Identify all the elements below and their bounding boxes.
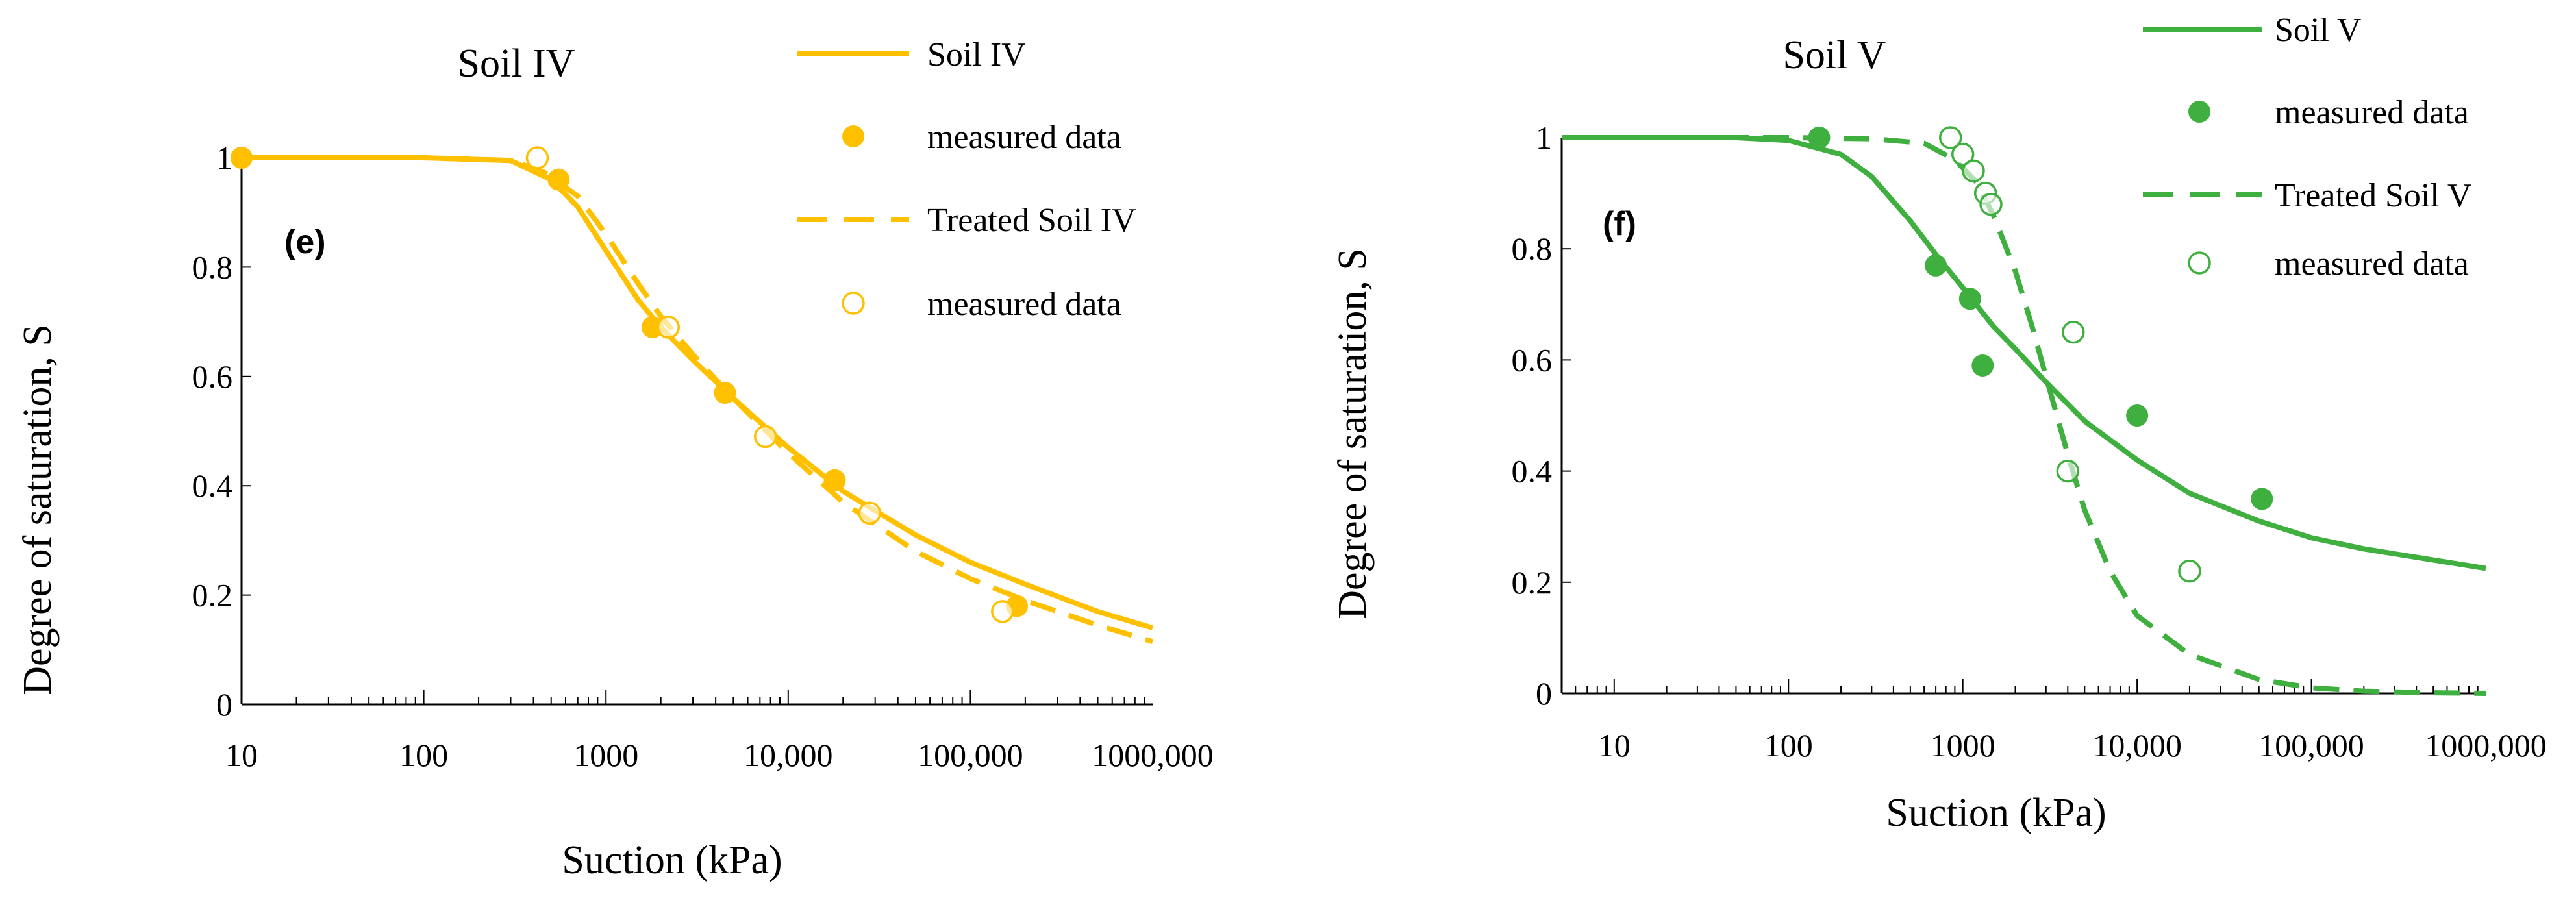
measured-point <box>823 469 846 491</box>
fit-curve <box>242 155 1154 630</box>
y-tick-label: 1 <box>216 140 232 176</box>
measured-point <box>714 382 736 404</box>
plot-marks <box>231 146 1154 645</box>
measured-point <box>1958 288 1981 310</box>
treated-fit-curve <box>1562 135 2486 696</box>
legend-open-marker <box>842 292 865 315</box>
panel-f: Soil V (f) Suction (kPa) Degree of satur… <box>1331 12 2547 835</box>
treated-measured-point <box>753 425 777 449</box>
x-tick-label: 1000 <box>1931 727 1995 764</box>
panel-label: (f) <box>1603 205 1636 243</box>
legend-label: Treated Soil IV <box>927 202 1136 239</box>
y-tick-label: 0.4 <box>1512 453 1553 490</box>
x-tick-label: 1000,000 <box>1092 737 1214 773</box>
treated-measured-point <box>2061 320 2085 344</box>
chart-title: Soil V <box>1782 33 1886 77</box>
x-tick-label: 100 <box>399 737 448 773</box>
y-tick-label: 0.8 <box>1512 230 1553 267</box>
x-tick-label: 100 <box>1764 727 1813 764</box>
treated-measured-point <box>1938 126 1962 149</box>
legend-filled-marker <box>842 125 864 147</box>
measured-point <box>2126 404 2149 427</box>
treated-measured-point <box>991 600 1014 623</box>
legend-label: measured data <box>927 119 1121 156</box>
legend-label: Soil IV <box>927 36 1026 73</box>
x-axis-label: Suction (kPa) <box>1886 791 2106 835</box>
y-axis-label: Degree of saturation, S <box>1331 248 1375 619</box>
x-tick-label: 10,000 <box>2092 727 2182 764</box>
y-tick-label: 0 <box>216 686 232 723</box>
measured-point <box>1971 354 1994 377</box>
y-tick-label: 0.2 <box>1512 564 1553 601</box>
legend: Soil IV measured data Treated Soil IV measu… <box>797 36 1136 323</box>
panel-e: Soil IV (e) Suction (kPa) Degree of satu… <box>16 36 1214 882</box>
x-tick-label: 100,000 <box>2258 727 2364 764</box>
legend-filled-marker <box>2188 101 2210 123</box>
x-axis-label: Suction (kPa) <box>562 838 782 882</box>
fit-curve <box>1562 135 2486 571</box>
y-tick-label: 0.4 <box>192 467 233 504</box>
treated-measured-point <box>1962 159 1985 183</box>
y-tick-label: 1 <box>1536 119 1552 156</box>
chart-title: Soil IV <box>458 42 575 86</box>
panel-label: (e) <box>284 223 326 261</box>
measured-point <box>2251 488 2273 510</box>
x-tick-label: 1000,000 <box>2425 727 2547 764</box>
y-tick-label: 0.2 <box>192 577 233 614</box>
y-tick-label: 0.6 <box>1512 342 1553 378</box>
treated-measured-point <box>2056 459 2080 483</box>
x-tick-label: 1000 <box>573 737 638 773</box>
measured-point <box>1925 254 1947 277</box>
x-tick-label: 10,000 <box>744 737 833 773</box>
x-tick-label: 100,000 <box>918 737 1023 773</box>
legend: Soil V measured data Treated Soil V measure… <box>2143 12 2471 282</box>
legend-label: Soil V <box>2275 12 2361 49</box>
treated-measured-point <box>1951 142 1975 166</box>
y-tick-label: 0.8 <box>192 249 233 285</box>
x-tick-label: 10 <box>1598 727 1631 764</box>
legend-open-marker <box>2188 251 2211 275</box>
legend-label: measured data <box>2275 94 2469 131</box>
axes: 10 100 1000 10,000 100,000 1000,000 0 0.2 0.4 0.6… <box>192 140 1214 773</box>
y-axis-label: Degree of saturation, S <box>16 324 60 695</box>
legend-label: measured data <box>2275 245 2469 282</box>
treated-measured-point <box>1979 192 2003 216</box>
plot-marks <box>1562 126 2486 696</box>
y-tick-label: 0 <box>1536 675 1552 712</box>
treated-measured-point <box>2178 559 2201 583</box>
treated-measured-point <box>525 146 549 169</box>
legend-label: Treated Soil V <box>2275 177 2471 214</box>
y-tick-label: 0.6 <box>192 358 233 395</box>
x-tick-label: 10 <box>225 737 258 773</box>
legend-label: measured data <box>927 286 1121 323</box>
treated-measured-point <box>858 501 882 525</box>
axes: 10 100 1000 10,000 100,000 1000,000 0 0.2 0.4 0.6… <box>1512 119 2547 764</box>
measured-point <box>641 316 664 339</box>
treated-measured-point <box>657 316 681 339</box>
